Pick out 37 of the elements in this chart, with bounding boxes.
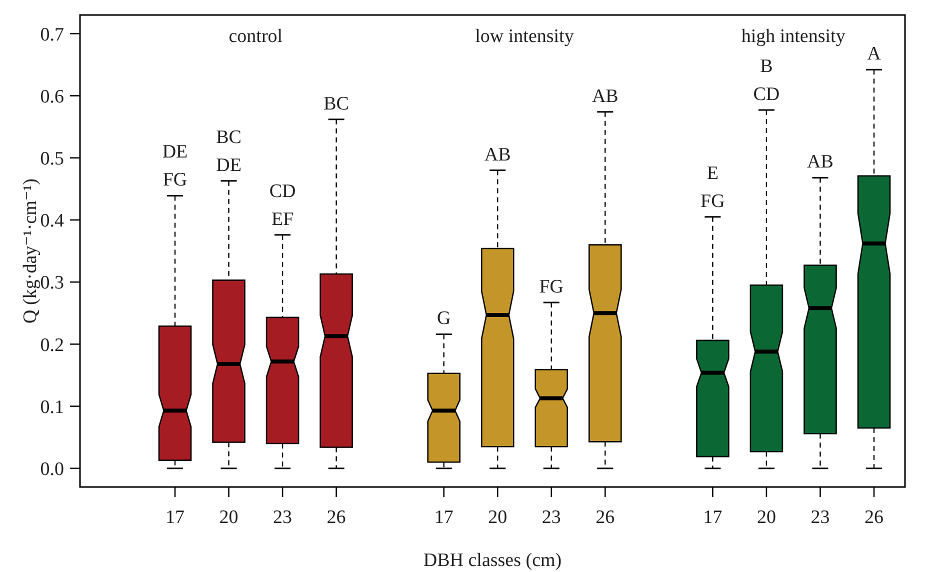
x-tick-label: 17 [703,507,722,528]
y-tick-label: 0.3 [40,272,64,294]
annotation: high intensity [741,26,846,47]
x-tick-label: 23 [273,507,292,528]
x-tick-label: 20 [756,507,776,528]
y-tick-label: 0.2 [40,334,64,356]
annotation: low intensity [475,26,574,47]
x-tick-label: 26 [326,507,346,528]
annotation: A [867,44,882,65]
x-tick-label: 20 [219,507,238,528]
annotation: FG [539,276,564,298]
x-tick-label: 17 [166,507,184,528]
y-tick-label: 0.6 [40,86,64,108]
y-tick-label: 0.0 [40,459,64,480]
y-tick-label: 0.5 [40,148,64,170]
x-axis-title: DBH classes (cm) [423,550,562,571]
annotation: AB [807,152,834,173]
annotation: DE FG [162,142,188,191]
x-tick-label: 20 [488,507,508,528]
x-tick-label: 17 [434,507,454,528]
annotation: AB [592,86,618,107]
y-tick-label: 0.4 [40,210,64,232]
annotation: control [228,26,283,47]
y-tick-label: 0.1 [40,396,64,418]
y-tick-label: 0.7 [40,24,64,46]
annotation: AB [484,144,511,166]
annotation: BC DE [216,126,242,176]
x-tick-label: 23 [810,507,830,528]
annotation: G [436,308,451,330]
x-tick-label: 23 [542,507,561,528]
annotation: CD EF [269,180,296,230]
y-axis-title: Q (kg·day⁻¹·cm⁻¹) [20,178,41,324]
annotation: B CD [753,56,780,106]
annotation: E FG [700,162,726,212]
x-tick-label: 26 [864,507,884,528]
annotation: BC [324,93,349,114]
x-tick-label: 26 [596,507,615,528]
